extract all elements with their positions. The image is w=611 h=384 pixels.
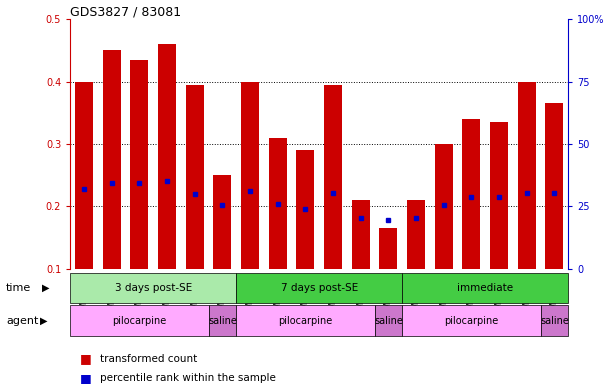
- Text: pilocarpine: pilocarpine: [444, 316, 499, 326]
- Bar: [70, 273, 236, 303]
- Bar: [269, 138, 287, 269]
- Text: saline: saline: [208, 316, 237, 326]
- Text: pilocarpine: pilocarpine: [278, 316, 332, 326]
- Bar: [402, 305, 541, 336]
- Bar: [213, 175, 232, 269]
- Bar: [75, 82, 93, 269]
- Bar: [407, 200, 425, 269]
- Text: transformed count: transformed count: [100, 354, 197, 364]
- Bar: [130, 60, 148, 269]
- Bar: [70, 305, 208, 336]
- Text: ■: ■: [79, 353, 91, 366]
- Bar: [402, 273, 568, 303]
- Bar: [463, 119, 480, 269]
- Bar: [241, 82, 259, 269]
- Bar: [324, 85, 342, 269]
- Bar: [546, 103, 563, 269]
- Bar: [435, 144, 453, 269]
- Text: ■: ■: [79, 372, 91, 384]
- Text: agent: agent: [6, 316, 38, 326]
- Text: pilocarpine: pilocarpine: [112, 316, 167, 326]
- Text: immediate: immediate: [457, 283, 513, 293]
- Bar: [490, 122, 508, 269]
- Bar: [518, 82, 536, 269]
- Text: time: time: [6, 283, 31, 293]
- Bar: [379, 228, 397, 269]
- Text: percentile rank within the sample: percentile rank within the sample: [100, 373, 276, 383]
- Bar: [103, 50, 121, 269]
- Text: saline: saline: [540, 316, 569, 326]
- Text: GDS3827 / 83081: GDS3827 / 83081: [70, 5, 181, 18]
- Bar: [352, 200, 370, 269]
- Text: ▶: ▶: [40, 316, 47, 326]
- Bar: [541, 305, 568, 336]
- Text: 7 days post-SE: 7 days post-SE: [280, 283, 358, 293]
- Text: saline: saline: [374, 316, 403, 326]
- Bar: [186, 85, 203, 269]
- Text: ▶: ▶: [42, 283, 49, 293]
- Bar: [236, 305, 375, 336]
- Bar: [208, 305, 236, 336]
- Bar: [375, 305, 402, 336]
- Bar: [296, 150, 315, 269]
- Bar: [236, 273, 402, 303]
- Bar: [158, 44, 176, 269]
- Text: 3 days post-SE: 3 days post-SE: [115, 283, 192, 293]
